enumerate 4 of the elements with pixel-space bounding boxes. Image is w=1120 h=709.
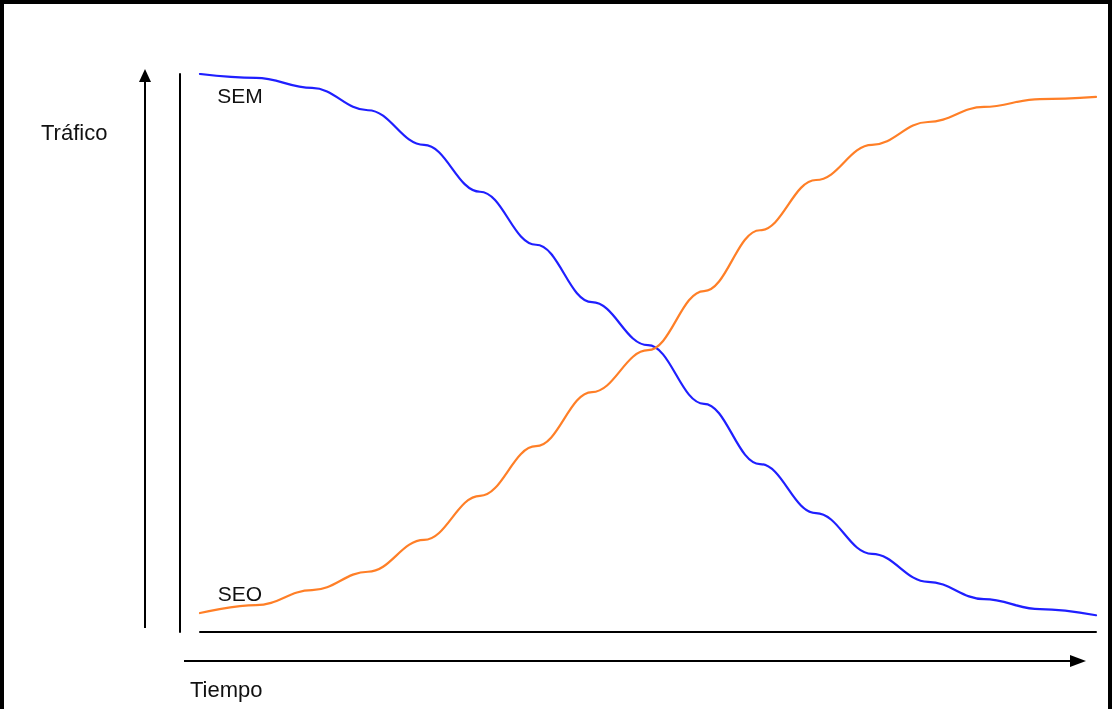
x-axis-title: Tiempo [190, 677, 263, 703]
y-axis-title: Tráfico [41, 120, 108, 146]
series-label: SEO [217, 582, 263, 606]
series-label: SEM [217, 84, 263, 107]
